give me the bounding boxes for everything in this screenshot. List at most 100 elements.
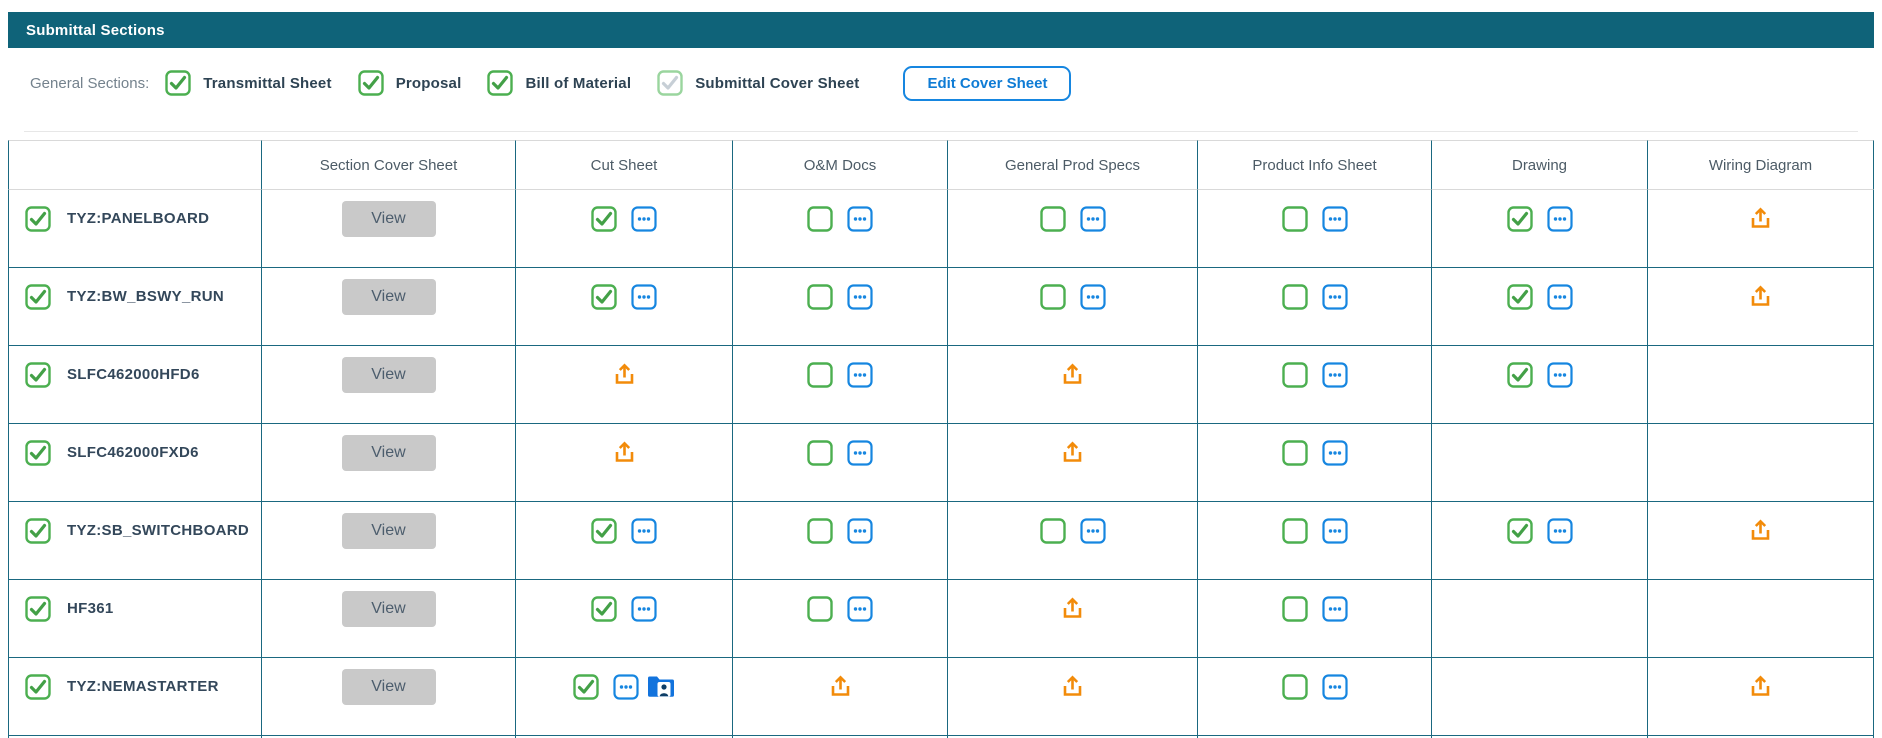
doc-checkbox[interactable]	[573, 673, 599, 700]
view-button[interactable]: View	[341, 200, 436, 237]
ellipsis-menu-button[interactable]	[847, 205, 873, 232]
row-checkbox[interactable]	[25, 205, 51, 232]
ellipsis-menu-button[interactable]	[1546, 517, 1573, 544]
cell-partial	[733, 736, 948, 738]
doc-checkbox[interactable]	[1506, 283, 1533, 310]
ellipsis-menu-button[interactable]	[1321, 439, 1348, 466]
cell-section-name: TYZ:SB_SWITCHBOARD	[8, 502, 262, 580]
general-section-bill-of-material: Bill of Material	[487, 70, 631, 96]
row-checkbox[interactable]	[25, 595, 51, 622]
upload-icon[interactable]	[1059, 595, 1086, 622]
doc-checkbox[interactable]	[1281, 595, 1308, 622]
doc-checkbox[interactable]	[1039, 205, 1066, 232]
row-name: TYZ:PANELBOARD	[67, 210, 210, 227]
cell-section-cover-sheet: View	[262, 424, 516, 502]
doc-checkbox[interactable]	[1281, 283, 1308, 310]
edit-cover-sheet-button[interactable]: Edit Cover Sheet	[903, 65, 1072, 101]
doc-checkbox[interactable]	[807, 361, 833, 388]
upload-icon[interactable]	[1059, 673, 1086, 700]
ellipsis-menu-button[interactable]	[1321, 673, 1348, 700]
column-header: O&M Docs	[733, 140, 948, 190]
doc-checkbox[interactable]	[1281, 205, 1308, 232]
doc-checkbox[interactable]	[591, 595, 617, 622]
view-button[interactable]: View	[341, 512, 436, 549]
ellipsis-menu-button[interactable]	[847, 439, 873, 466]
general-checkbox-bill-of-material[interactable]	[487, 70, 514, 96]
ellipsis-menu-button[interactable]	[1079, 517, 1106, 544]
view-button[interactable]: View	[341, 590, 436, 627]
ellipsis-menu-button[interactable]	[1546, 283, 1573, 310]
view-button[interactable]: View	[341, 278, 436, 315]
ellipsis-menu-button[interactable]	[847, 595, 873, 622]
ellipsis-menu-button[interactable]	[1321, 517, 1348, 544]
view-button[interactable]: View	[341, 356, 436, 393]
ellipsis-menu-button[interactable]	[613, 673, 639, 700]
doc-checkbox[interactable]	[1506, 205, 1533, 232]
doc-checkbox[interactable]	[591, 283, 617, 310]
cell-section-cover-sheet: View	[262, 658, 516, 736]
doc-checkbox[interactable]	[1281, 673, 1308, 700]
doc-checkbox[interactable]	[1506, 361, 1533, 388]
ellipsis-menu-button[interactable]	[1546, 361, 1573, 388]
cell-cut-sheet	[516, 580, 733, 658]
folder-user-icon[interactable]	[647, 674, 675, 699]
row-checkbox[interactable]	[25, 361, 51, 388]
upload-icon[interactable]	[1747, 283, 1774, 310]
ellipsis-menu-button[interactable]	[1079, 205, 1106, 232]
doc-checkbox[interactable]	[1506, 517, 1533, 544]
upload-icon[interactable]	[1059, 361, 1086, 388]
row-checkbox[interactable]	[25, 673, 51, 700]
doc-checkbox[interactable]	[807, 595, 833, 622]
doc-checkbox[interactable]	[591, 517, 617, 544]
ellipsis-menu-button[interactable]	[847, 283, 873, 310]
upload-icon[interactable]	[611, 439, 638, 466]
ellipsis-menu-button[interactable]	[631, 517, 657, 544]
row-name: TYZ:BW_BSWY_RUN	[67, 288, 224, 305]
general-sections-label: General Sections:	[30, 74, 150, 92]
doc-checkbox[interactable]	[1281, 517, 1308, 544]
row-checkbox[interactable]	[25, 439, 51, 466]
ellipsis-menu-button[interactable]	[1079, 283, 1106, 310]
upload-icon[interactable]	[1747, 205, 1774, 232]
doc-checkbox[interactable]	[1281, 361, 1308, 388]
cell-section-name: SLFC462000HFD6	[8, 346, 262, 424]
ellipsis-menu-button[interactable]	[847, 517, 873, 544]
upload-icon[interactable]	[611, 361, 638, 388]
doc-checkbox[interactable]	[591, 205, 617, 232]
row-checkbox[interactable]	[25, 283, 51, 310]
ellipsis-menu-button[interactable]	[847, 361, 873, 388]
doc-checkbox[interactable]	[807, 283, 833, 310]
upload-icon[interactable]	[1747, 673, 1774, 700]
ellipsis-menu-button[interactable]	[631, 283, 657, 310]
view-button[interactable]: View	[341, 434, 436, 471]
general-checkbox-transmittal-sheet[interactable]	[165, 70, 191, 96]
upload-icon[interactable]	[827, 673, 854, 700]
general-checkbox-proposal[interactable]	[357, 70, 384, 96]
cell-product-info-sheet	[1198, 502, 1432, 580]
ellipsis-menu-button[interactable]	[1546, 205, 1573, 232]
doc-checkbox[interactable]	[1039, 283, 1066, 310]
view-button[interactable]: View	[341, 668, 436, 705]
row-checkbox[interactable]	[25, 517, 51, 544]
doc-checkbox[interactable]	[1281, 439, 1308, 466]
cell-section-cover-sheet: View	[262, 580, 516, 658]
cell-cut-sheet	[516, 658, 733, 736]
doc-checkbox[interactable]	[1039, 517, 1066, 544]
row-name: TYZ:NEMASTARTER	[67, 678, 219, 695]
ellipsis-menu-button[interactable]	[1321, 595, 1348, 622]
cell-om-docs	[733, 502, 948, 580]
ellipsis-menu-button[interactable]	[631, 205, 657, 232]
doc-checkbox[interactable]	[807, 439, 833, 466]
ellipsis-menu-button[interactable]	[1321, 205, 1348, 232]
doc-checkbox[interactable]	[807, 205, 833, 232]
upload-icon[interactable]	[1747, 517, 1774, 544]
cell-general-prod-specs	[948, 658, 1198, 736]
ellipsis-menu-button[interactable]	[631, 595, 657, 622]
doc-checkbox[interactable]	[807, 517, 833, 544]
table-row: TYZ:NEMASTARTER View	[8, 658, 1874, 736]
cell-product-info-sheet	[1198, 190, 1432, 268]
upload-icon[interactable]	[1059, 439, 1086, 466]
ellipsis-menu-button[interactable]	[1321, 361, 1348, 388]
ellipsis-menu-button[interactable]	[1321, 283, 1348, 310]
cell-om-docs	[733, 346, 948, 424]
